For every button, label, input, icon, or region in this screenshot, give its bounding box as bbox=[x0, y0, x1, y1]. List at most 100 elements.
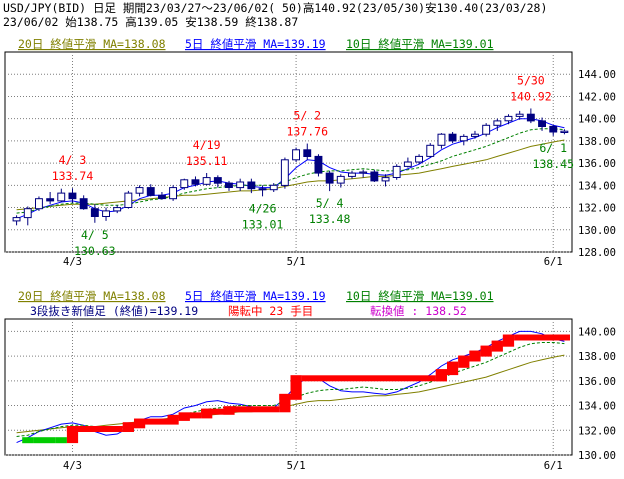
candle-body bbox=[459, 135, 468, 142]
annotation-date: 5/30 bbox=[517, 73, 545, 87]
candle-body bbox=[158, 194, 166, 200]
annotation-date: 6/ 1 bbox=[539, 141, 567, 155]
lower-legend-ma5: 5日 終値平滑 MA=139.19 bbox=[185, 289, 326, 303]
upper-y-tick-label: 132.00 bbox=[578, 203, 616, 215]
kagi-brick bbox=[44, 437, 56, 444]
candle-body bbox=[392, 165, 401, 178]
lower-y-tick-label: 140.00 bbox=[578, 326, 616, 338]
candle-body bbox=[381, 177, 390, 182]
lower-x-tick-label: 6/1 bbox=[544, 460, 563, 472]
candle-body bbox=[471, 133, 479, 137]
header-line2: 23/06/02 始138.75 高139.05 安138.59 終138.87 bbox=[3, 15, 298, 29]
candle-body bbox=[292, 149, 301, 161]
candle-body bbox=[303, 149, 312, 158]
kagi-brick bbox=[55, 437, 67, 444]
candle-body bbox=[526, 113, 535, 122]
kagi-brick-riser bbox=[469, 350, 481, 362]
kagi-brick-riser bbox=[502, 334, 515, 347]
candle-body bbox=[280, 159, 289, 186]
kagi-brick bbox=[514, 334, 570, 341]
upper-y-tick-label: 136.00 bbox=[578, 158, 616, 170]
candle-body bbox=[12, 217, 21, 222]
candle-body bbox=[359, 171, 368, 174]
candle-body bbox=[146, 187, 155, 196]
candle-body bbox=[57, 192, 66, 202]
annotation-price: 140.92 bbox=[510, 89, 552, 103]
legend-ma20: 20日 終値平滑 MA=138.08 bbox=[18, 37, 166, 51]
lower-y-tick-label: 134.00 bbox=[578, 401, 616, 413]
candle-body bbox=[135, 187, 144, 194]
annotation-date: 4/19 bbox=[193, 138, 221, 152]
candle-body bbox=[258, 188, 267, 191]
annotation-price: 130.63 bbox=[74, 244, 116, 258]
lower-plot-frame bbox=[4, 318, 573, 456]
annotation-date: 4/ 3 bbox=[59, 153, 87, 167]
lower-panel: 130.00 132.00 134.00 136.00 138.00 140.00 4/3 5… bbox=[4, 318, 616, 472]
candle-body bbox=[202, 177, 211, 185]
annotation-price: 135.11 bbox=[186, 154, 228, 168]
upper-x-tick-label: 6/1 bbox=[544, 256, 563, 268]
kagi-brick-riser bbox=[167, 414, 179, 425]
candle-body bbox=[415, 155, 424, 163]
candle-body bbox=[191, 179, 200, 185]
candle-body bbox=[504, 115, 513, 122]
lower-legend-reversal: 転換値 : 138.52 bbox=[370, 304, 467, 318]
kagi-brick-riser bbox=[66, 426, 79, 444]
kagi-brick-riser bbox=[201, 408, 213, 419]
annotation-date: 4/26 bbox=[249, 201, 277, 215]
header-bg bbox=[0, 0, 624, 15]
kagi-brick bbox=[33, 437, 45, 444]
upper-y-tick-label: 134.00 bbox=[578, 180, 616, 192]
kagi-brick-riser bbox=[290, 375, 302, 400]
kagi-brick-riser bbox=[134, 418, 146, 429]
candle-body bbox=[35, 198, 43, 210]
upper-x-tick-label: 4/3 bbox=[63, 256, 82, 268]
candle-body bbox=[314, 155, 323, 174]
kagi-brick bbox=[22, 437, 34, 444]
candle-body bbox=[538, 120, 546, 128]
candle-body bbox=[46, 198, 55, 202]
lower-x-tick-label: 4/3 bbox=[63, 460, 82, 472]
candle-body bbox=[269, 184, 278, 191]
candle-body bbox=[90, 208, 99, 217]
candle-body bbox=[549, 125, 558, 133]
kagi-brick-riser bbox=[223, 406, 235, 415]
kagi-brick-riser bbox=[447, 361, 459, 376]
candle-body bbox=[370, 171, 379, 182]
kagi-brick-riser bbox=[458, 355, 470, 368]
annotation-price: 133.48 bbox=[309, 212, 351, 226]
candle-body bbox=[426, 144, 435, 157]
upper-x-tick-label: 5/1 bbox=[287, 256, 306, 268]
candle-body bbox=[23, 208, 32, 219]
candle-body bbox=[102, 210, 110, 217]
upper-plot-frame bbox=[4, 51, 573, 253]
candle-body bbox=[448, 133, 457, 142]
candle-body bbox=[348, 172, 356, 177]
header-line1: USD/JPY(BID) 日足 期間23/03/27～23/06/02( 50)… bbox=[3, 1, 547, 15]
upper-y-tick-label: 130.00 bbox=[578, 225, 616, 237]
annotation-price: 133.01 bbox=[242, 217, 284, 231]
annotation-date: 5/ 2 bbox=[293, 109, 321, 123]
candle-body bbox=[79, 198, 88, 210]
candle-body bbox=[493, 120, 502, 126]
upper-ma-line-10 bbox=[16, 128, 565, 214]
kagi-brick-riser bbox=[491, 340, 503, 352]
lower-legend-kagi: 3段抜き新値足 (終値)=139.19 bbox=[30, 304, 198, 318]
candle-body bbox=[124, 192, 133, 209]
annotation-price: 133.74 bbox=[52, 169, 94, 183]
candle-body bbox=[113, 207, 122, 212]
upper-y-tick-label: 140.00 bbox=[578, 114, 616, 126]
kagi-brick-riser bbox=[279, 393, 291, 413]
upper-y-tick-label: 142.00 bbox=[578, 91, 616, 103]
candle-body bbox=[403, 161, 412, 167]
candle-body bbox=[247, 181, 256, 190]
candle-body bbox=[515, 113, 524, 117]
upper-y-tick-label: 144.00 bbox=[578, 69, 616, 81]
kagi-brick-riser bbox=[480, 345, 492, 357]
annotation-date: 5/ 4 bbox=[316, 196, 344, 210]
lower-y-tick-label: 138.00 bbox=[578, 351, 616, 363]
candle-body bbox=[225, 182, 233, 189]
candle-body bbox=[482, 124, 491, 135]
